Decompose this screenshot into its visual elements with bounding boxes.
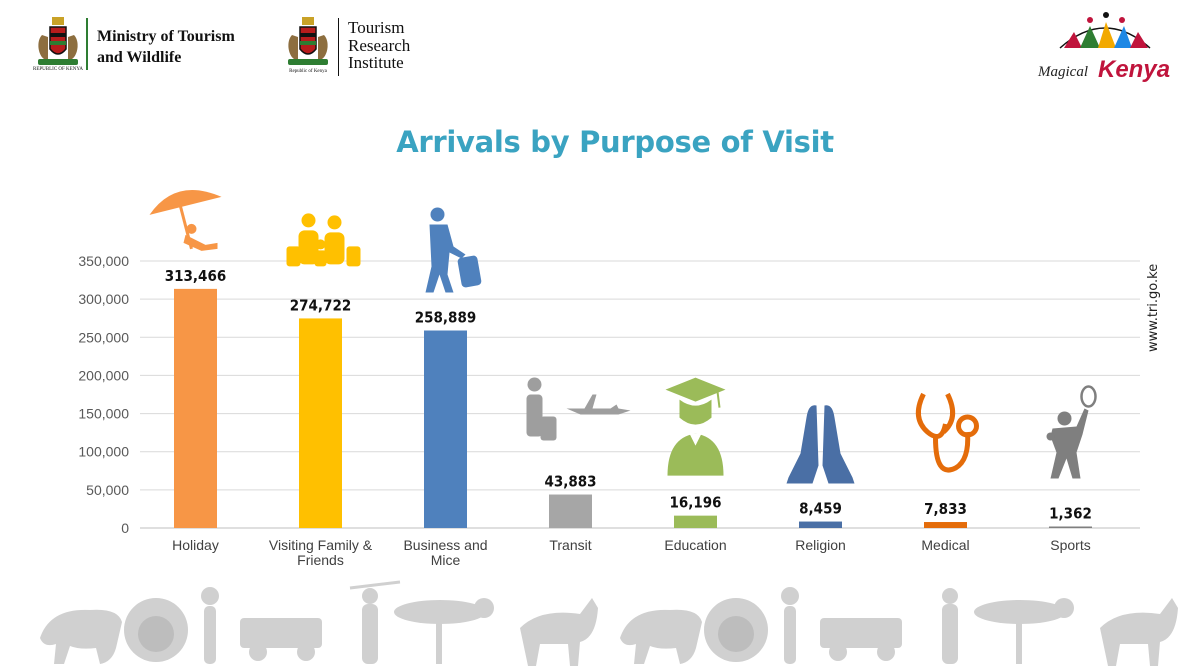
y-tick-label: 100,000 xyxy=(78,444,129,460)
bar xyxy=(549,494,592,528)
y-tick-label: 250,000 xyxy=(78,329,129,345)
institute-name: Tourism Research Institute xyxy=(348,19,410,72)
header: REPUBLIC OF KENYA Ministry of Tourism an… xyxy=(0,0,1200,100)
stethoscope-icon xyxy=(915,392,979,473)
data-label: 7,833 xyxy=(924,500,967,518)
crest-caption: Republic of Kenya xyxy=(289,69,327,74)
x-tick-label: Business and xyxy=(403,537,487,553)
bar xyxy=(174,288,217,528)
safari-vehicle-icon xyxy=(240,618,322,661)
institute-name-line2: Research xyxy=(348,35,411,55)
bar xyxy=(424,330,467,528)
data-label: 43,883 xyxy=(544,473,596,491)
x-tick-label: Friends xyxy=(297,552,344,568)
bar xyxy=(299,318,342,528)
institute-name-line1: Tourism xyxy=(348,18,405,37)
x-tick-label: Mice xyxy=(431,552,461,568)
institute-name-line3: Institute xyxy=(348,53,404,72)
zebra-icon xyxy=(520,598,598,666)
x-tick-label: Holiday xyxy=(172,537,219,553)
data-label: 274,722 xyxy=(290,296,351,314)
bar xyxy=(924,522,967,528)
data-label: 258,889 xyxy=(415,309,476,327)
chart-title: Arrivals by Purpose of Visit xyxy=(396,125,834,159)
value-labels: 313,466 274,722 258,889 43,883 16,196 8,459 7,… xyxy=(165,267,1092,523)
y-tick-label: 300,000 xyxy=(78,291,129,307)
x-axis-labels: Holiday Visiting Family &Friends Business … xyxy=(172,537,1091,568)
brand-word-kenya: Kenya xyxy=(1098,56,1171,83)
x-tick-label: Visiting Family & xyxy=(269,537,373,553)
x-tick-label: Education xyxy=(664,537,726,553)
decorative-footer xyxy=(40,580,1178,666)
acacia-tree-icon xyxy=(394,598,494,664)
family-icon xyxy=(286,213,361,267)
brand-word-magical: Magical xyxy=(1038,64,1088,80)
category-icons xyxy=(149,189,1097,484)
beach-umbrella-icon xyxy=(149,189,222,251)
magical-kenya-logo-icon xyxy=(1059,12,1151,49)
x-tick-label: Medical xyxy=(921,537,969,553)
y-tick-label: 350,000 xyxy=(78,253,129,269)
data-label: 16,196 xyxy=(669,494,721,512)
praying-hands-icon xyxy=(786,405,855,484)
ministry-name: Ministry of Tourism and Wildlife xyxy=(97,26,235,68)
tribal-mask-icon xyxy=(124,598,188,662)
bars xyxy=(174,288,1092,528)
y-axis-ticks: 0 50,000 100,000 150,000 200,000 250,000 300,0… xyxy=(78,253,129,536)
ministry-name-line1: Ministry of Tourism xyxy=(97,28,235,45)
data-label: 1,362 xyxy=(1049,505,1092,523)
y-tick-label: 50,000 xyxy=(86,482,129,498)
x-tick-label: Sports xyxy=(1050,537,1090,553)
y-tick-label: 200,000 xyxy=(78,367,129,383)
ministry-name-line2: and Wildlife xyxy=(97,49,182,66)
data-label: 313,466 xyxy=(165,267,226,285)
kenya-coat-of-arms-icon xyxy=(288,17,328,65)
crest-caption: REPUBLIC OF KENYA xyxy=(32,67,83,72)
traveler-luggage-icon xyxy=(425,207,482,293)
y-tick-label: 150,000 xyxy=(78,406,129,422)
tennis-player-icon xyxy=(1046,385,1097,479)
header-divider xyxy=(86,18,88,70)
woman-carrying-pot-icon xyxy=(201,587,219,664)
airplane-traveler-icon xyxy=(526,377,631,441)
header-divider xyxy=(338,18,339,76)
bar xyxy=(1049,526,1092,528)
data-label: 8,459 xyxy=(799,500,842,518)
bar xyxy=(799,521,842,528)
bar xyxy=(674,515,717,528)
x-tick-label: Religion xyxy=(795,537,846,553)
maasai-warrior-icon xyxy=(349,580,401,664)
graduate-icon xyxy=(665,377,726,476)
leopard-icon xyxy=(40,609,122,664)
kenya-coat-of-arms-icon xyxy=(38,17,78,65)
x-tick-label: Transit xyxy=(549,537,591,553)
y-tick-label: 0 xyxy=(121,520,129,536)
